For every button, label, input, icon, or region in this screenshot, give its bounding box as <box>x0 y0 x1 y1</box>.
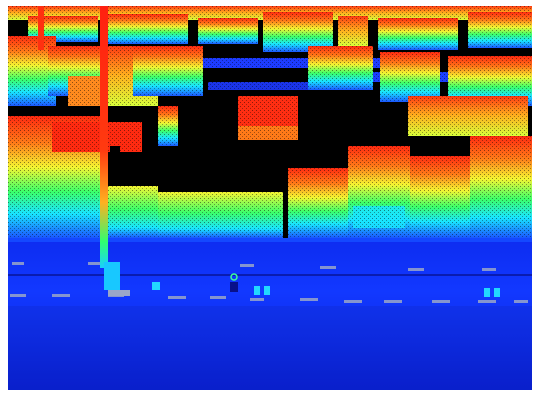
ground-plane <box>8 238 532 390</box>
point-cloud-render <box>8 6 532 390</box>
light-pole <box>38 6 130 296</box>
point-cloud-view <box>8 6 532 390</box>
